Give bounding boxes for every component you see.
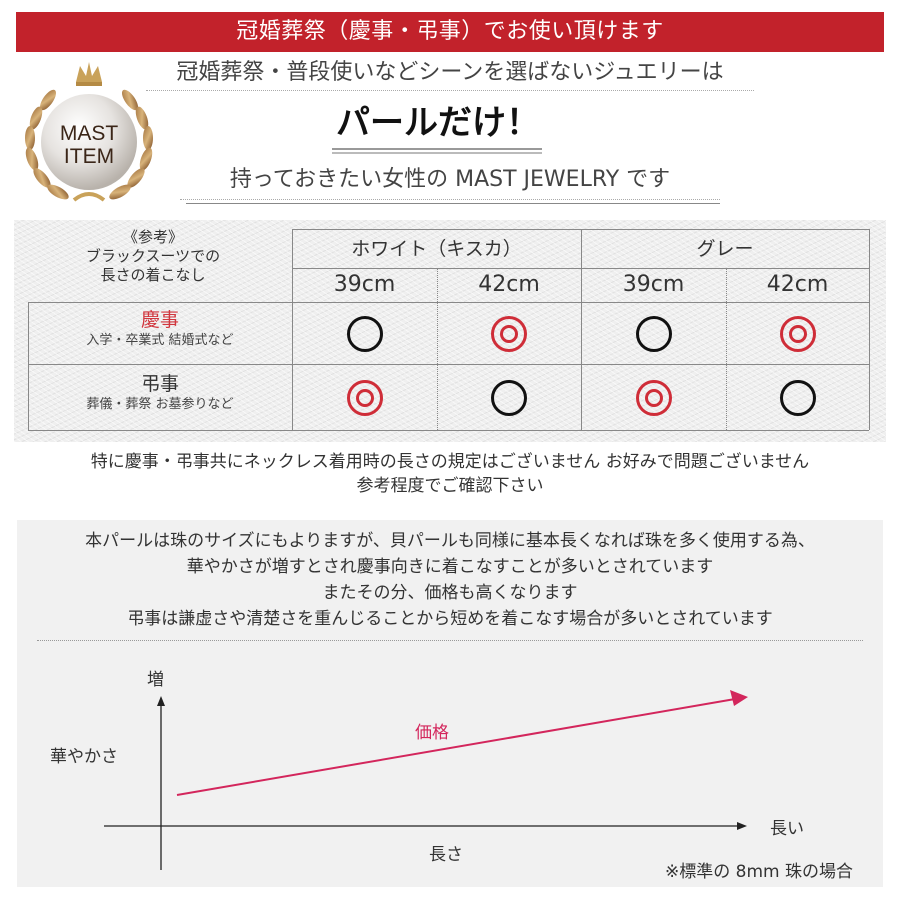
price-length-chart	[104, 690, 748, 870]
y-axis-top-label: 増	[147, 670, 164, 690]
explain-line-3: またその分、価格も高くなります	[322, 583, 578, 603]
note-line-2: 参考程度でご確認下さい	[356, 476, 544, 496]
column-white-42: 42cm	[478, 272, 540, 297]
laurel-pearl-icon: MAST ITEM	[25, 62, 153, 202]
arrow-up-icon	[157, 696, 165, 706]
explain-divider	[37, 640, 863, 641]
table-corner-header: 《参考》 ブラックスーツでの 長さの着こなし	[14, 228, 292, 285]
chart-footnote: ※標準の 8mm 珠の場合	[665, 862, 853, 882]
explain-line-1: 本パールは珠のサイズにもよりますが、貝パールも同様に基本長くなれば珠を多く使用す…	[85, 531, 815, 551]
arrow-right-icon	[737, 822, 747, 830]
explanation-panel: 本パールは珠のサイズにもよりますが、貝パールも同様に基本長くなれば珠を多く使用す…	[17, 520, 883, 887]
circle-icon	[780, 380, 816, 416]
y-axis-label: 華やかさ	[50, 747, 118, 767]
explain-line-2: 華やかさが増すとされ慶事向きに着こなすことが多いとされています	[186, 557, 714, 577]
circle-icon	[491, 380, 527, 416]
double-circle-icon	[347, 380, 383, 416]
double-circle-icon	[636, 380, 672, 416]
corner-line-2: ブラックスーツでの	[85, 247, 221, 265]
corner-line-3: 長さの着こなし	[100, 266, 206, 284]
column-group-gray: グレー	[696, 238, 754, 260]
explain-line-4: 弔事は謙虚さや清楚さを重んじることから短めを着こなす場合が多いとされています	[127, 609, 773, 629]
hero-subtitle: 冠婚葬祭・普段使いなどシーンを選ばないジュエリーは	[146, 57, 754, 91]
circle-icon	[636, 316, 672, 352]
mast-item-badge: MAST ITEM	[14, 60, 164, 210]
row-celebration-title: 慶事	[140, 309, 179, 331]
hero-tagline: 持っておきたい女性の MAST JEWELRY です	[180, 162, 720, 200]
arrow-right-icon	[730, 690, 748, 706]
length-note: 特に慶事・弔事共にネックレス着用時の長さの規定はございません お好みで問題ござい…	[20, 450, 880, 498]
x-axis-end-label: 長い	[770, 819, 804, 839]
double-circle-icon	[491, 316, 527, 352]
svg-text:MAST: MAST	[60, 122, 119, 145]
column-white-39: 39cm	[333, 272, 396, 297]
x-axis-label: 長さ	[429, 845, 463, 865]
top-banner: 冠婚葬祭（慶事・弔事）でお使い頂けます	[16, 12, 884, 52]
row-mourning-label: 弔事 葬儀・葬祭 お墓参りなど	[28, 372, 292, 414]
row-mourning-title: 弔事	[140, 373, 179, 395]
hero-tagline-underline	[186, 203, 720, 204]
series-label: 価格	[415, 723, 449, 743]
double-circle-icon	[780, 316, 816, 352]
hero-title-underline	[332, 148, 542, 154]
row-celebration-label: 慶事 入学・卒業式 結婚式など	[28, 308, 292, 350]
column-group-white: ホワイト（キスカ）	[351, 238, 522, 260]
circle-icon	[347, 316, 383, 352]
length-guide-table: 《参考》 ブラックスーツでの 長さの着こなし ホワイト（キスカ） グレー 39c…	[14, 220, 886, 442]
column-gray-39: 39cm	[622, 272, 685, 297]
explanation-text: 本パールは珠のサイズにもよりますが、貝パールも同様に基本長くなれば珠を多く使用す…	[17, 528, 883, 632]
corner-line-1: 《参考》	[122, 228, 183, 246]
hero-title: パールだけ！	[336, 103, 540, 143]
column-gray-42: 42cm	[766, 272, 829, 297]
note-line-1: 特に慶事・弔事共にネックレス着用時の長さの規定はございません お好みで問題ござい…	[90, 452, 810, 472]
row-celebration-sub: 入学・卒業式 結婚式など	[86, 333, 234, 348]
row-mourning-sub: 葬儀・葬祭 お墓参りなど	[86, 397, 234, 412]
svg-text:ITEM: ITEM	[64, 145, 114, 168]
